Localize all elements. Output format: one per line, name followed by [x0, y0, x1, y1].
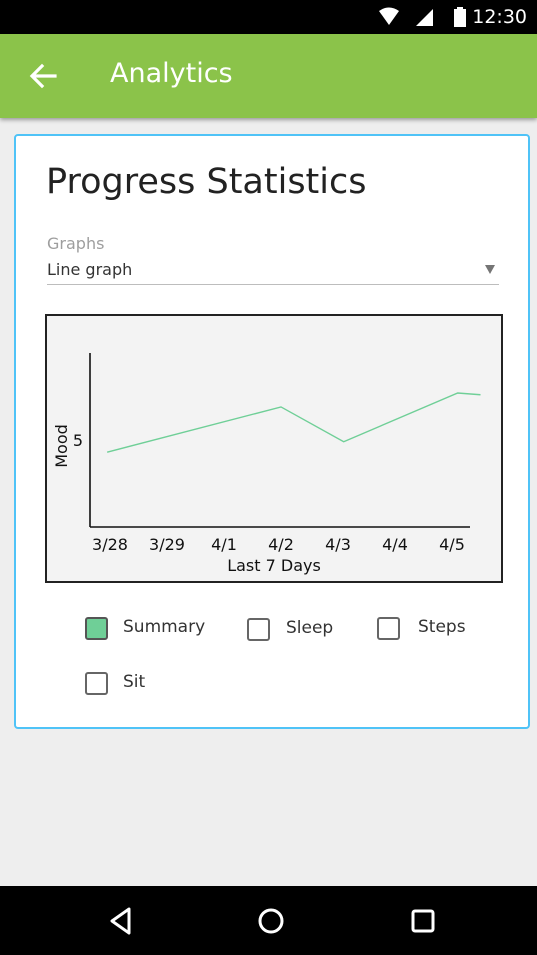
summary-checkbox[interactable] [85, 617, 108, 640]
status-bar: 12:30 [0, 0, 537, 34]
sleep-label: Sleep [286, 618, 334, 638]
x-tick-label: 4/4 [382, 535, 408, 554]
sit-checkbox[interactable] [85, 672, 108, 695]
graphs-label: Graphs [47, 234, 105, 253]
x-tick-label: 4/1 [211, 535, 237, 554]
y-axis-label: Mood [52, 424, 71, 468]
home-circle-icon[interactable] [254, 904, 288, 938]
graph-type-dropdown[interactable]: Line graph [47, 256, 499, 285]
summary-label: Summary [123, 617, 206, 637]
filter-steps[interactable]: Steps [377, 617, 477, 643]
arrow-left-icon[interactable] [28, 62, 58, 90]
graph-type-value: Line graph [47, 260, 133, 279]
mood-chart: 3/28 3/29 4/1 4/2 4/3 4/4 4/5 5 Last 7 Days Mo… [45, 314, 503, 583]
y-tick-label: 5 [73, 431, 83, 450]
cell-signal-icon [416, 9, 433, 26]
status-time: 12:30 [472, 6, 527, 28]
sleep-checkbox[interactable] [247, 618, 270, 641]
card-heading: Progress Statistics [46, 162, 367, 202]
x-tick-label: 4/3 [325, 535, 351, 554]
app-bar: Analytics [0, 34, 537, 118]
sit-label: Sit [123, 672, 146, 692]
filter-sleep[interactable]: Sleep [247, 618, 347, 644]
battery-icon [454, 7, 466, 27]
steps-label: Steps [418, 617, 466, 637]
recents-square-icon[interactable] [406, 904, 440, 938]
mood-line-chart: 3/28 3/29 4/1 4/2 4/3 4/4 4/5 5 Last 7 Days Mo… [52, 353, 481, 575]
x-tick-label: 4/2 [268, 535, 294, 554]
x-tick-label: 3/28 [92, 535, 128, 554]
back-triangle-icon[interactable] [104, 904, 138, 938]
wifi-icon [379, 7, 399, 25]
x-axis-label: Last 7 Days [227, 556, 321, 575]
mood-series-line [106, 392, 481, 453]
steps-checkbox[interactable] [377, 617, 400, 640]
progress-card: Progress Statistics Graphs Line graph 3/… [14, 134, 530, 729]
system-nav-bar [0, 886, 537, 955]
x-tick-label: 3/29 [149, 535, 185, 554]
x-tick-label: 4/5 [439, 535, 465, 554]
filter-sit[interactable]: Sit [85, 672, 165, 698]
dropdown-caret-icon [485, 265, 495, 274]
app-bar-title: Analytics [110, 58, 233, 89]
filter-summary[interactable]: Summary [85, 617, 215, 643]
